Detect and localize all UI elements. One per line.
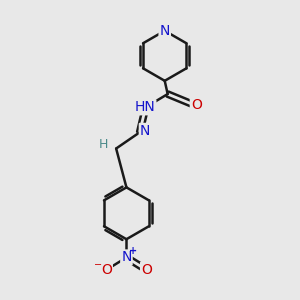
Text: H: H — [98, 139, 108, 152]
Text: HN: HN — [135, 100, 155, 114]
Text: N: N — [140, 124, 150, 138]
Text: N: N — [160, 24, 170, 38]
Text: O: O — [191, 98, 202, 112]
Text: +: + — [129, 246, 137, 256]
Text: O: O — [141, 263, 152, 277]
Text: O: O — [101, 263, 112, 277]
Text: −: − — [94, 260, 102, 269]
Text: N: N — [121, 250, 132, 265]
